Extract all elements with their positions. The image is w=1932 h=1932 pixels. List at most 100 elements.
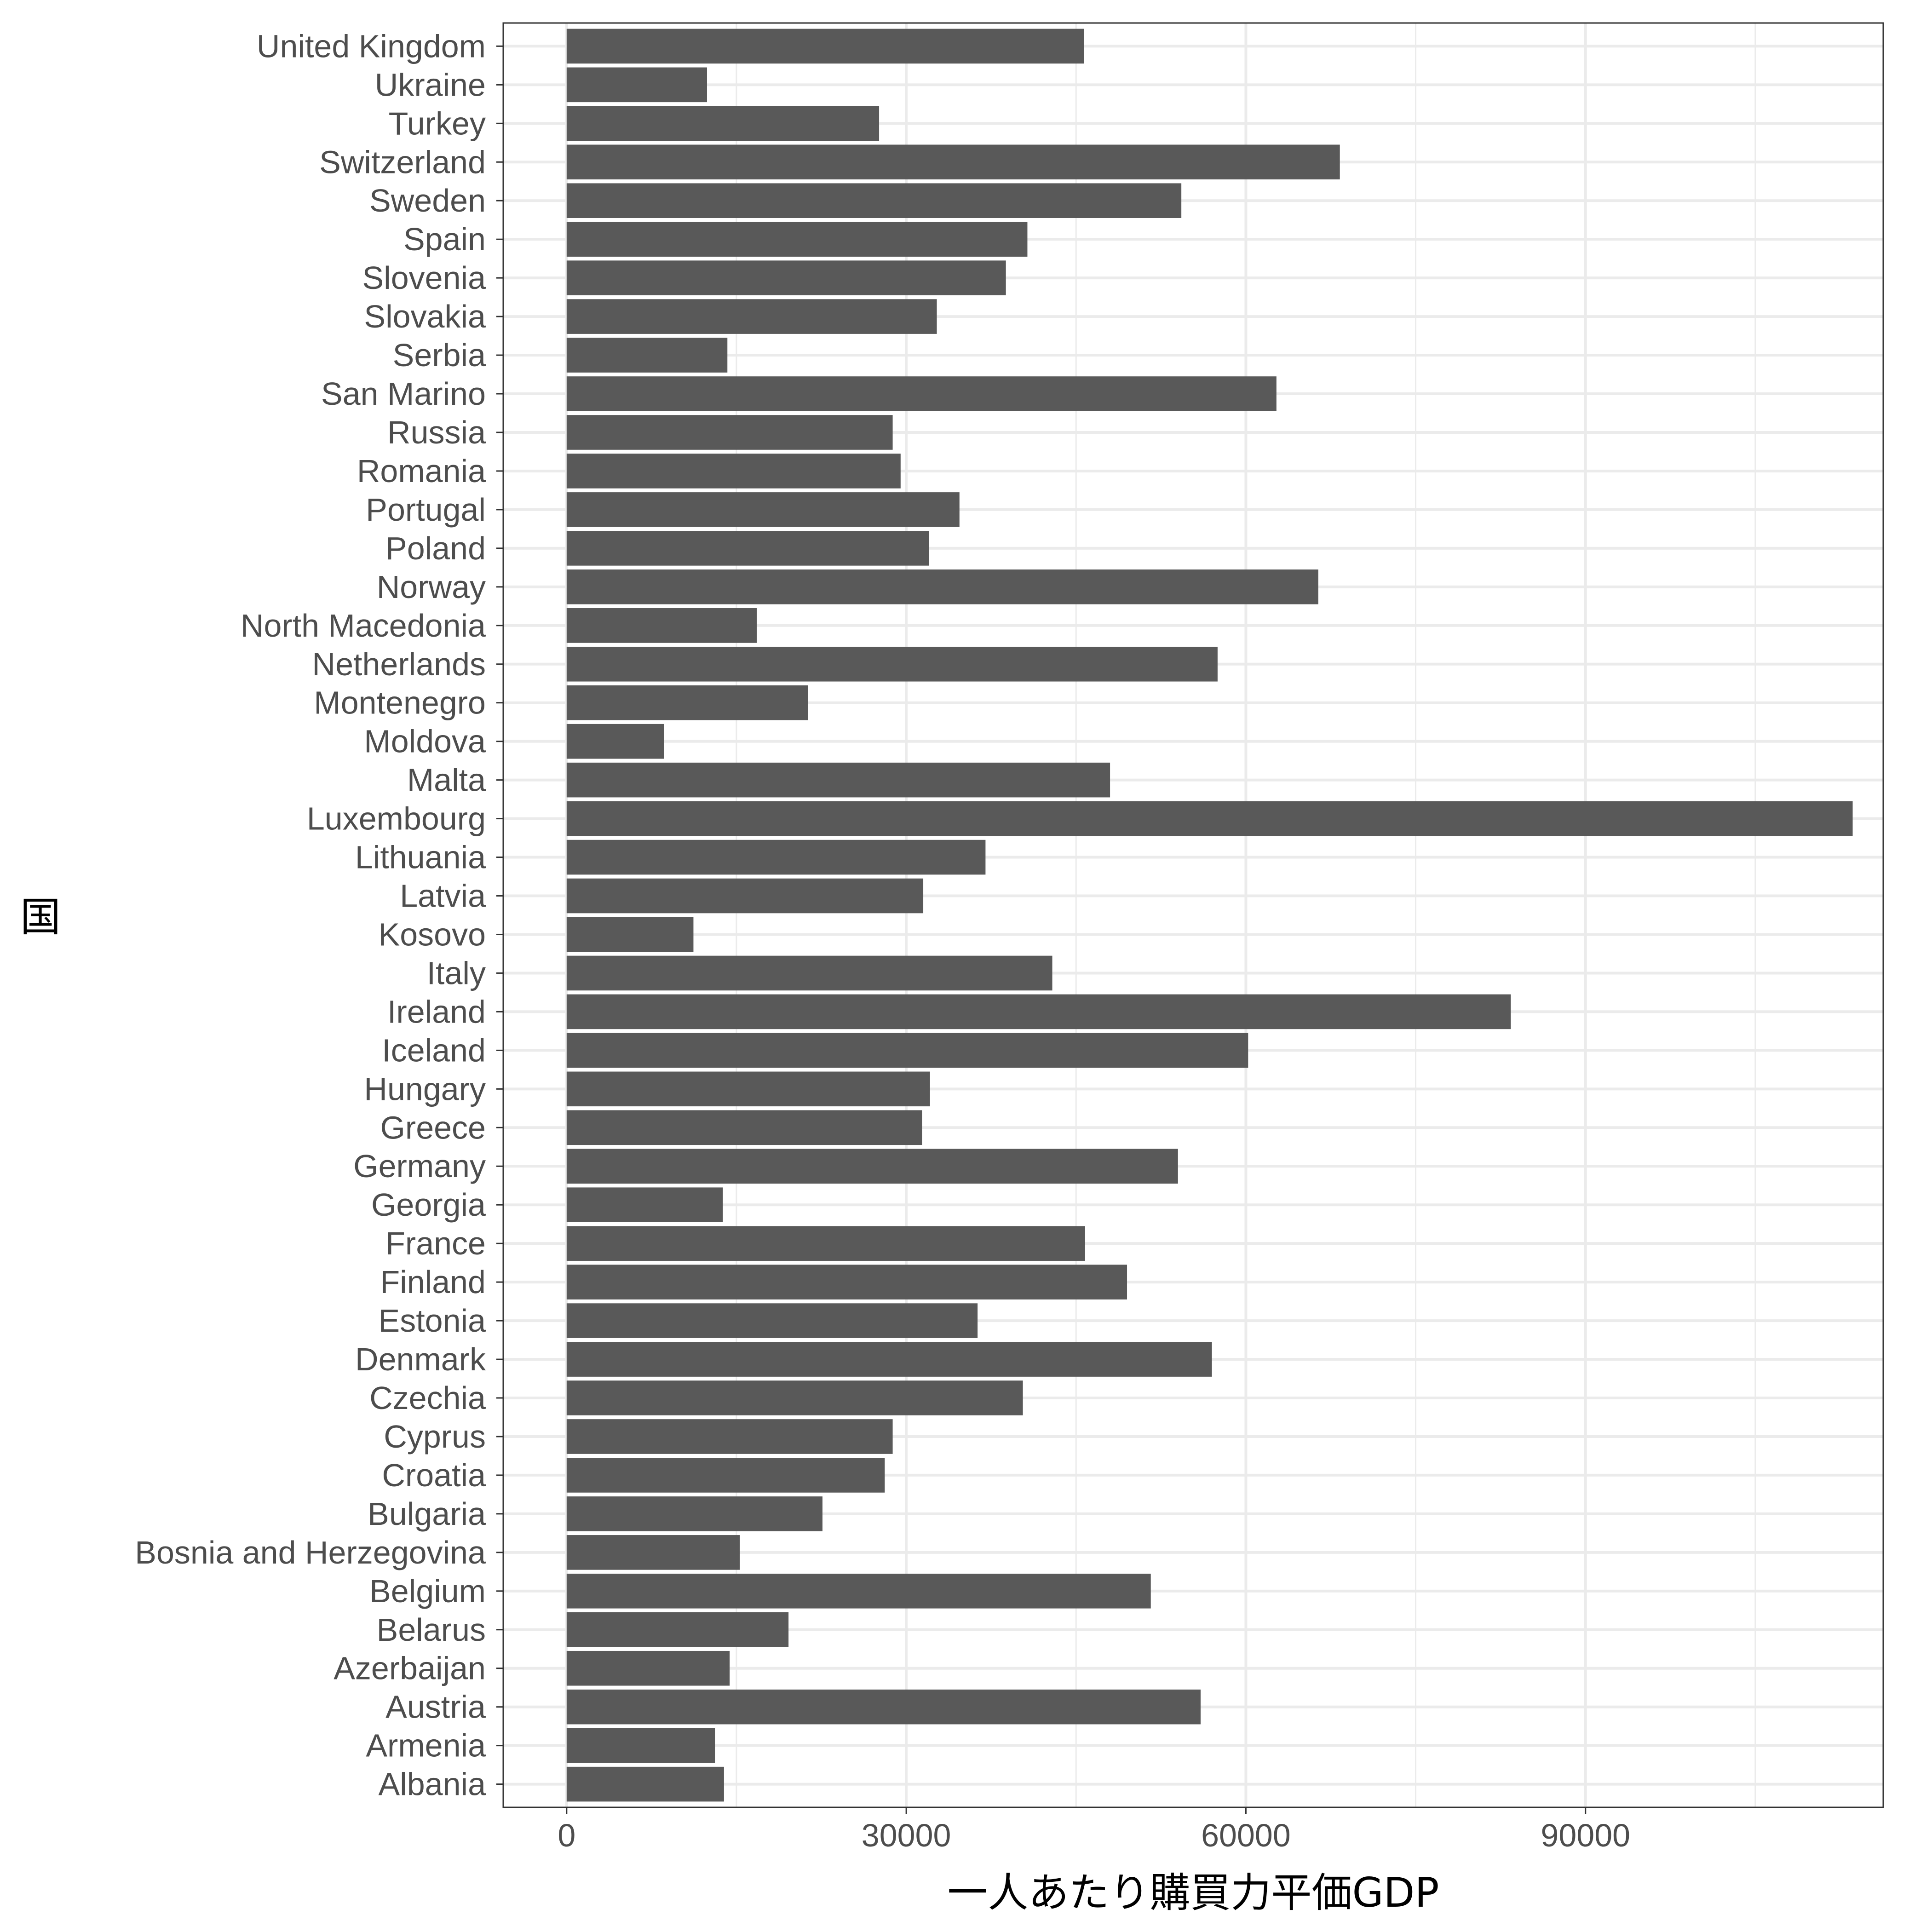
y-tick-label: Croatia — [382, 1457, 486, 1493]
plot-border — [502, 22, 1884, 1808]
bar — [566, 1650, 730, 1686]
y-tick-label: Finland — [380, 1264, 486, 1300]
y-tick-label: Norway — [377, 569, 486, 605]
bar — [566, 1689, 1201, 1725]
y-tick-label: Malta — [407, 762, 486, 798]
bar — [566, 840, 986, 875]
y-tick-label: Denmark — [355, 1341, 486, 1377]
y-tick-label: North Macedonia — [241, 608, 486, 644]
y-tick-label: Cyprus — [384, 1419, 486, 1455]
x-tick-label: 30000 — [862, 1817, 951, 1853]
bar — [566, 183, 1182, 218]
bar — [566, 376, 1276, 411]
y-tick-label: Belarus — [377, 1612, 486, 1648]
bar — [566, 762, 1110, 798]
y-tick-label: Ukraine — [375, 67, 486, 103]
bar — [566, 1535, 740, 1570]
y-tick-label: United Kingdom — [257, 28, 486, 64]
bar — [566, 1149, 1178, 1184]
bar — [566, 955, 1052, 991]
y-axis-title: 国 — [20, 893, 61, 941]
y-tick-label: Albania — [378, 1766, 486, 1802]
bar — [566, 1728, 715, 1763]
bar — [566, 1612, 789, 1647]
y-tick-label: Slovenia — [362, 260, 486, 296]
y-tick-label: Bulgaria — [368, 1496, 486, 1532]
bar — [566, 1110, 922, 1145]
bar — [566, 1033, 1248, 1068]
y-tick-label: Netherlands — [312, 646, 486, 682]
bar — [566, 994, 1511, 1029]
y-tick-label: Montenegro — [314, 685, 486, 721]
bar — [566, 1342, 1212, 1377]
bar — [566, 1226, 1085, 1261]
y-tick-label: Hungary — [364, 1071, 486, 1107]
bar — [566, 144, 1340, 180]
x-tick-label: 90000 — [1541, 1817, 1630, 1853]
bar — [566, 1303, 978, 1338]
bar — [566, 1574, 1151, 1609]
y-tick-label: San Marino — [321, 376, 486, 412]
y-tick-label: Luxembourg — [307, 801, 486, 837]
y-tick-label: France — [385, 1225, 486, 1261]
y-tick-label: Spain — [403, 221, 486, 257]
y-tick-label: Slovakia — [364, 299, 486, 334]
bar — [566, 1419, 893, 1454]
bar — [566, 685, 808, 720]
bar — [566, 1187, 723, 1222]
bar — [566, 724, 664, 759]
y-tick-label: Iceland — [382, 1032, 486, 1068]
bar — [566, 29, 1084, 64]
bar — [566, 415, 893, 450]
y-tick-label: Ireland — [387, 994, 486, 1029]
bar — [566, 260, 1006, 295]
y-tick-label: Lithuania — [355, 840, 486, 875]
x-tick-label: 60000 — [1201, 1817, 1291, 1853]
x-axis: 0 30000 60000 90000 — [558, 1807, 1630, 1853]
bar — [566, 531, 929, 566]
bar — [566, 454, 901, 489]
y-tick-label: Azerbaijan — [334, 1650, 486, 1686]
bar — [566, 608, 757, 643]
y-tick-label: Georgia — [371, 1187, 486, 1223]
bar — [566, 1458, 885, 1493]
bar — [566, 801, 1853, 836]
y-tick-label: Sweden — [369, 183, 486, 218]
bar — [566, 1265, 1127, 1300]
y-tick-label: Switzerland — [319, 144, 486, 180]
y-tick-label: Kosovo — [379, 916, 486, 952]
bar — [566, 1071, 930, 1107]
y-tick-label: Greece — [380, 1110, 486, 1145]
y-tick-label: Germany — [353, 1148, 486, 1184]
y-tick-label: Turkey — [389, 105, 486, 141]
y-axis: United KingdomUkraineTurkeySwitzerlandSw… — [135, 28, 503, 1802]
y-tick-label: Bosnia and Herzegovina — [135, 1535, 486, 1570]
bar — [566, 1496, 823, 1531]
y-tick-label: Portugal — [366, 492, 486, 528]
x-axis-title: 一人あたり購買力平価GDP — [947, 1869, 1439, 1916]
y-tick-label: Armenia — [366, 1728, 486, 1764]
y-tick-label: Austria — [385, 1689, 486, 1725]
bars — [566, 29, 1853, 1802]
y-tick-label: Italy — [427, 955, 486, 991]
y-tick-label: Serbia — [393, 337, 486, 373]
y-tick-label: Russia — [387, 414, 486, 450]
bar — [566, 492, 960, 527]
bar — [566, 1766, 724, 1802]
y-tick-label: Czechia — [369, 1380, 486, 1416]
bar — [566, 646, 1218, 682]
bar — [566, 569, 1318, 604]
y-tick-label: Moldova — [364, 724, 486, 759]
x-tick-label: 0 — [558, 1817, 575, 1853]
bar — [566, 299, 937, 334]
bar — [566, 106, 880, 141]
y-tick-label: Belgium — [369, 1573, 486, 1609]
bar — [566, 878, 924, 914]
bar — [566, 222, 1028, 257]
bar — [566, 67, 707, 103]
bar — [566, 338, 728, 373]
y-tick-label: Romania — [357, 453, 486, 489]
y-tick-label: Latvia — [400, 878, 486, 914]
y-tick-label: Estonia — [379, 1303, 486, 1339]
